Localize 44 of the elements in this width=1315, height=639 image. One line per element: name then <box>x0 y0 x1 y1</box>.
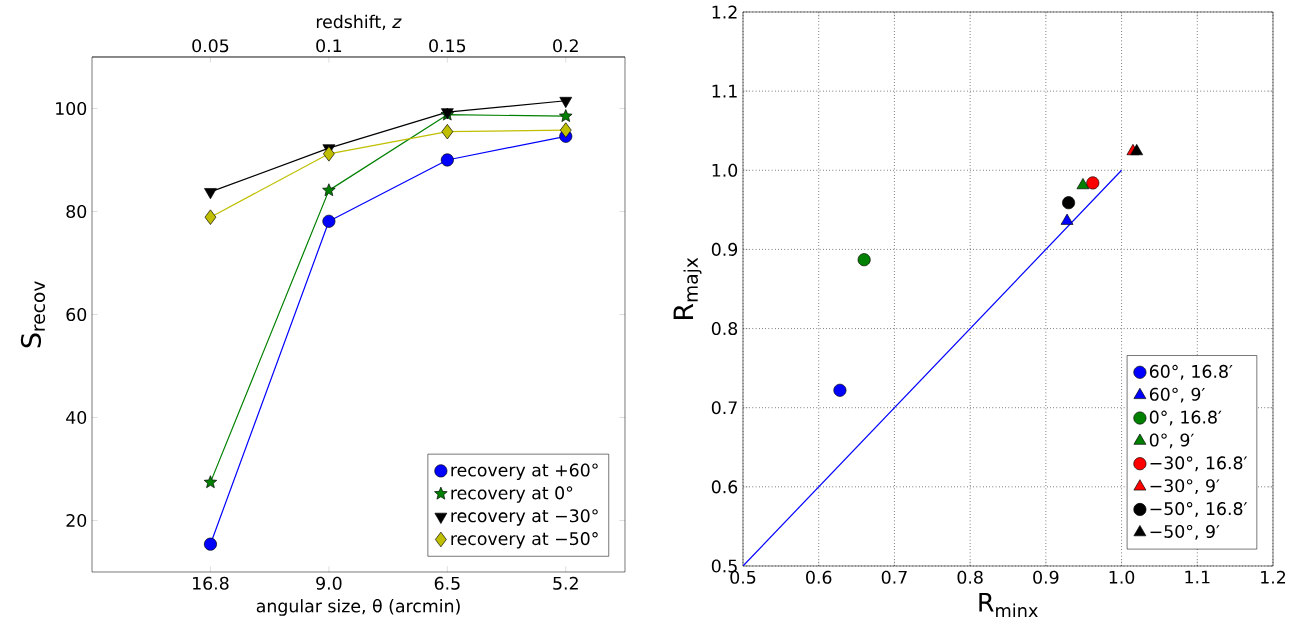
legend-label: −30°, 16.8′ <box>1150 456 1248 472</box>
y-tick-label: 1.2 <box>712 5 737 19</box>
x2-tick-label: 0.15 <box>429 39 466 53</box>
legend-label: −50°, 9′ <box>1150 524 1220 540</box>
x2-tick-label: 0.1 <box>316 39 342 53</box>
y-tick-label: 60 <box>66 307 87 322</box>
x-tick-label: 9.0 <box>316 576 342 590</box>
y-axis-title: R$_{majx}$ <box>673 257 702 319</box>
x-tick-label: 5.2 <box>553 576 578 590</box>
x-tick-label: 1.2 <box>1261 570 1286 584</box>
y-tick-label: 20 <box>66 513 87 528</box>
x-tick-label: 0.6 <box>806 570 832 584</box>
legend-label: recovery at 0° <box>451 486 573 503</box>
legend-label: recovery at −50° <box>451 532 598 549</box>
x-tick-label: 1.0 <box>1109 570 1135 584</box>
y-tick-label: 1.0 <box>712 163 738 177</box>
legend-label: recovery at −30° <box>451 509 598 526</box>
x-tick-label: 0.7 <box>881 570 907 584</box>
x-tick-label: 0.8 <box>957 570 983 584</box>
y-tick-label: 0.8 <box>711 322 738 336</box>
x-axis-title: R$_{minx}$ <box>979 592 1038 617</box>
y-tick-label: 0.9 <box>711 242 738 256</box>
x2-tick-label: 0.2 <box>553 39 578 53</box>
x-axis-title: angular size, θ (arcmin) <box>256 598 460 616</box>
x2-axis-title: redshift, z <box>316 14 402 30</box>
legend-label: 60°, 9′ <box>1149 387 1205 403</box>
y-tick-label: 80 <box>66 204 87 219</box>
y-tick-label: 1.1 <box>712 84 737 98</box>
x-tick-label: 0.9 <box>1033 570 1059 584</box>
legend-label: 0°, 9′ <box>1149 433 1194 449</box>
x-tick-label: 1.1 <box>1185 570 1210 584</box>
x-tick-label: 16.8 <box>193 576 229 590</box>
y-axis-title: S$_{recov}$ <box>20 281 46 348</box>
legend-label: −30°, 9′ <box>1150 479 1220 495</box>
x-tick-label: 6.5 <box>434 576 460 590</box>
y-tick-label: 100 <box>56 101 87 116</box>
y-tick-label: 0.6 <box>711 480 738 494</box>
legend-label: recovery at +60° <box>451 463 598 480</box>
y-tick-label: 0.7 <box>711 401 737 415</box>
legend-label: 0°, 16.8′ <box>1149 410 1222 426</box>
y-tick-label: 40 <box>66 410 87 425</box>
x2-tick-label: 0.05 <box>192 39 229 53</box>
legend-label: −50°, 16.8′ <box>1150 502 1248 517</box>
legend-label: 60°, 16.8′ <box>1149 364 1233 380</box>
